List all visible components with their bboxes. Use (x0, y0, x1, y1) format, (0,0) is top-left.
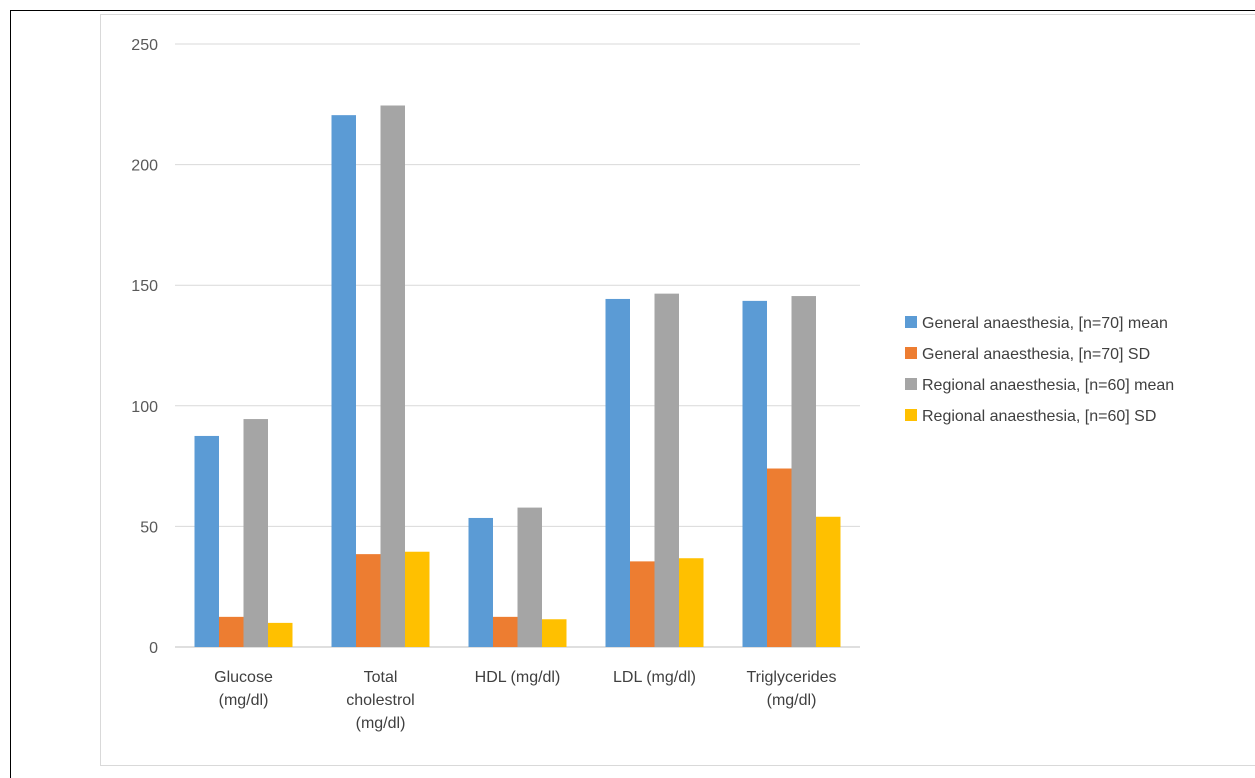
bar (243, 419, 268, 647)
x-tick-label: Triglycerides (746, 669, 836, 686)
x-tick-label: (mg/dl) (219, 692, 269, 709)
legend-label: General anaesthesia, [n=70] mean (922, 315, 1168, 332)
bar (268, 622, 293, 647)
bar (605, 298, 630, 647)
bar (742, 300, 767, 647)
bar (654, 293, 679, 647)
chart-area (100, 14, 1255, 766)
x-tick-label: LDL (mg/dl) (613, 669, 696, 686)
bar (493, 616, 518, 647)
y-tick-label: 100 (131, 399, 158, 416)
x-tick-label: HDL (mg/dl) (475, 669, 561, 686)
bar (468, 517, 493, 647)
bar (517, 507, 542, 647)
x-tick-label: cholestrol (346, 692, 414, 709)
bar (630, 561, 655, 647)
outer-frame (10, 10, 1255, 778)
y-tick-label: 150 (131, 278, 158, 295)
bar (791, 296, 816, 647)
bar (816, 516, 841, 647)
legend-swatch (905, 316, 917, 328)
bar (356, 554, 381, 647)
bar (380, 105, 405, 648)
bar (331, 115, 356, 648)
bar (679, 558, 704, 647)
bar (219, 616, 244, 647)
bar (542, 619, 567, 647)
legend: General anaesthesia, [n=70] mean General … (905, 315, 1174, 425)
legend-label: Regional anaesthesia, [n=60] mean (922, 377, 1174, 394)
y-tick-label: 200 (131, 158, 158, 175)
bar (405, 551, 430, 647)
legend-label: General anaesthesia, [n=70] SD (922, 346, 1150, 363)
bar (194, 435, 219, 647)
legend-label: Regional anaesthesia, [n=60] SD (922, 408, 1156, 425)
y-tick-label: 250 (131, 37, 158, 54)
x-tick-label: Glucose (214, 669, 273, 686)
y-axis: 0 50 100 150 200 250 (131, 37, 158, 657)
bar (767, 468, 792, 647)
x-tick-label: (mg/dl) (767, 692, 817, 709)
x-axis: Glucose (mg/dl) Total cholestrol (mg/dl) HDL … (214, 669, 836, 732)
x-tick-label: (mg/dl) (356, 715, 406, 732)
y-tick-label: 0 (149, 640, 158, 657)
legend-swatch (905, 347, 917, 359)
x-tick-label: Total (364, 669, 398, 686)
bars (194, 105, 841, 648)
legend-swatch (905, 378, 917, 390)
legend-swatch (905, 409, 917, 421)
y-tick-label: 50 (140, 519, 158, 536)
